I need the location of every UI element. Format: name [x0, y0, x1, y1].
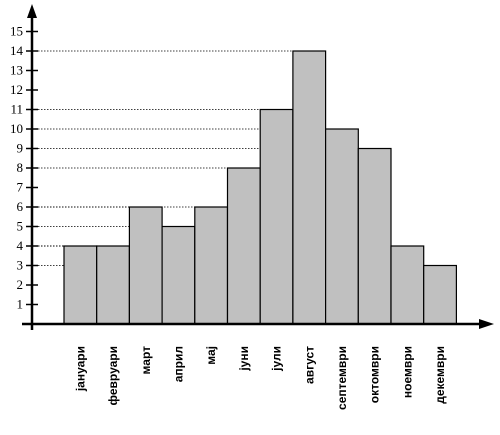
- x-tick-label: ноември: [400, 346, 414, 398]
- x-tick-label: јуни: [237, 346, 251, 372]
- y-tick-label: 8: [17, 160, 24, 175]
- bars-layer: [63, 50, 458, 325]
- bar: [390, 245, 425, 325]
- x-tick-label: април: [171, 346, 185, 382]
- bar: [325, 128, 359, 325]
- bar: [128, 206, 163, 325]
- bar: [423, 264, 458, 325]
- y-tick-label: 7: [17, 180, 24, 195]
- y-tick-label: 11: [10, 102, 23, 117]
- x-tick-label: јули: [270, 346, 284, 372]
- y-tick-label: 9: [17, 141, 24, 156]
- x-tick-label: декември: [433, 346, 447, 404]
- y-tick-label: 13: [10, 63, 23, 78]
- axes-layer: [22, 4, 494, 330]
- bar: [194, 206, 229, 325]
- y-tick-label: 15: [10, 24, 23, 39]
- x-tick-label: март: [139, 346, 153, 375]
- bar: [226, 167, 261, 325]
- y-tick-label: 2: [17, 277, 24, 292]
- y-tick-label: 12: [10, 82, 23, 97]
- x-tick-label: мај: [204, 346, 218, 365]
- y-tick-label: 6: [17, 199, 24, 214]
- bar: [259, 108, 294, 325]
- bar: [357, 147, 392, 325]
- bar: [161, 225, 196, 325]
- bar: [292, 50, 327, 325]
- bar: [63, 245, 98, 325]
- y-tick-label: 4: [17, 238, 24, 253]
- y-tick-label: 1: [17, 297, 24, 312]
- x-tick-label: февруари: [106, 346, 120, 405]
- y-axis-arrow: [27, 4, 37, 18]
- y-tick-label: 3: [17, 258, 24, 273]
- y-tick-label: 5: [17, 219, 24, 234]
- x-axis-arrow: [479, 319, 494, 329]
- y-tick-label: 10: [10, 121, 23, 136]
- bar: [96, 245, 130, 325]
- x-category-labels: јануари февруари март април мај јуни јули авгус…: [73, 346, 447, 410]
- y-tick-label: 14: [10, 43, 24, 58]
- x-tick-label: јануари: [73, 346, 87, 392]
- x-tick-label: август: [302, 346, 316, 384]
- x-tick-label: октомври: [368, 346, 382, 403]
- x-tick-label: септември: [335, 346, 349, 410]
